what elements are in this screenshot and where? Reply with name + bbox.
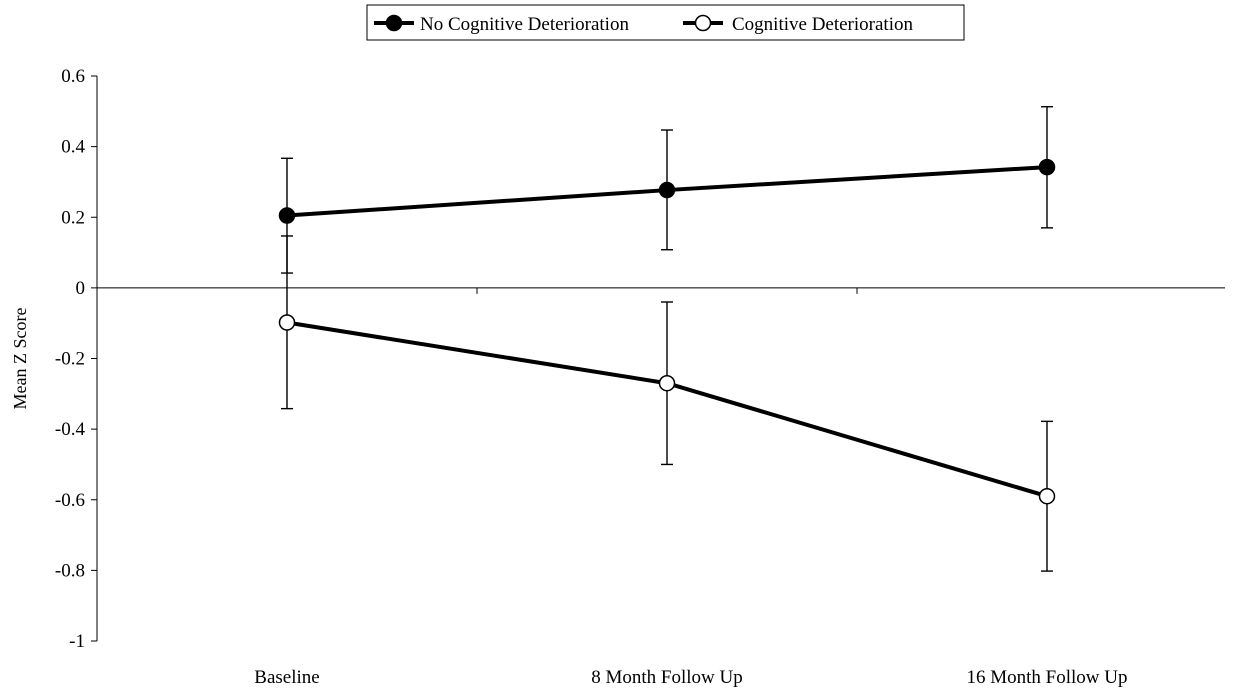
- x-category-label: 16 Month Follow Up: [967, 667, 1128, 688]
- legend-box: [366, 4, 965, 41]
- data-point: [658, 181, 676, 199]
- y-ticks: 0.6 0.4 0.2 0 -0.2 -0.4 -0.6 -0.8 -1: [55, 66, 97, 652]
- y-axis-title: Mean Z Score: [10, 308, 30, 410]
- y-tick-label: -1: [69, 631, 85, 652]
- y-tick-label: 0.2: [61, 207, 85, 228]
- data-point: [1038, 487, 1056, 505]
- y-tick-label: -0.6: [55, 490, 85, 511]
- legend-label: Cognitive Deterioration: [732, 14, 913, 35]
- y-tick-label: 0.6: [61, 66, 85, 87]
- x-category-label: Baseline: [254, 667, 319, 688]
- y-tick-label: -0.8: [55, 560, 85, 581]
- legend-label: No Cognitive Deterioration: [420, 14, 629, 35]
- data-point: [278, 207, 296, 224]
- data-point: [1038, 158, 1056, 176]
- x-categories: Baseline 8 Month Follow Up 16 Month Follow…: [254, 667, 1127, 688]
- data-point: [278, 314, 296, 331]
- y-tick-label: 0.4: [61, 137, 85, 158]
- legend-swatch-marker: [385, 14, 403, 32]
- x-category-label: 8 Month Follow Up: [591, 667, 743, 688]
- legend: No Cognitive Deterioration Cognitive Dete…: [366, 4, 965, 41]
- series-no-cognitive-deterioration: [278, 106, 1056, 274]
- series-cognitive-deterioration: [278, 235, 1056, 572]
- y-tick-label: 0: [76, 278, 86, 299]
- data-point: [658, 374, 676, 392]
- legend-swatch-marker: [694, 14, 712, 32]
- y-tick-label: -0.2: [55, 349, 85, 370]
- y-tick-label: -0.4: [55, 419, 86, 440]
- axes: [96, 76, 1225, 641]
- series-layer: [278, 106, 1056, 572]
